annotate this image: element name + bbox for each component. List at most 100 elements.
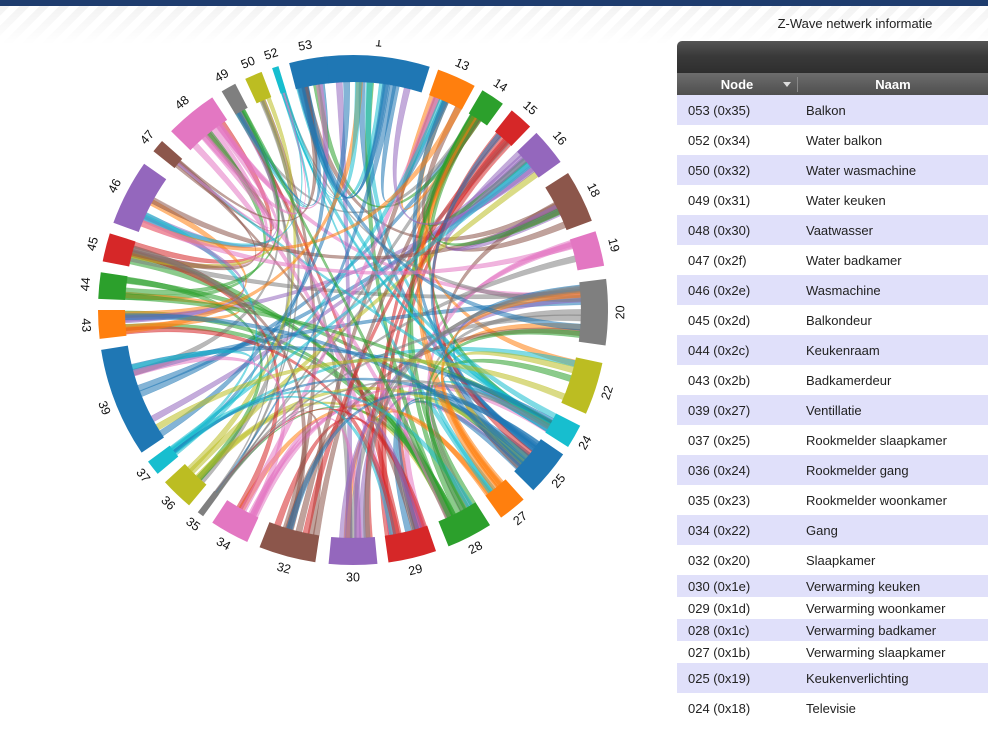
node-id-cell: 049 (0x31)	[688, 192, 751, 208]
node-arc-16[interactable]	[517, 132, 561, 178]
node-arc-52[interactable]	[272, 66, 287, 94]
node-arc-label: 25	[549, 471, 569, 491]
node-arc-label: 47	[137, 127, 157, 147]
node-arc-24[interactable]	[545, 413, 581, 448]
node-arc-14[interactable]	[468, 90, 503, 126]
node-id-cell: 039 (0x27)	[688, 402, 751, 418]
node-arc-label: 20	[613, 305, 627, 319]
node-id-cell: 043 (0x2b)	[688, 372, 751, 388]
table-row[interactable]: 048 (0x30) Vaatwasser	[677, 215, 988, 245]
table-row[interactable]: 030 (0x1e) Verwarming keuken	[677, 575, 988, 597]
node-name-cell: Televisie	[806, 700, 856, 716]
node-arc-15[interactable]	[494, 110, 531, 146]
node-arc-18[interactable]	[545, 172, 592, 231]
table-row[interactable]: 034 (0x22) Gang	[677, 515, 988, 545]
node-arc-28[interactable]	[438, 502, 491, 547]
table-row[interactable]: 052 (0x34) Water balkon	[677, 125, 988, 155]
node-arc-25[interactable]	[514, 439, 564, 491]
node-id-cell: 037 (0x25)	[688, 432, 751, 448]
node-name-cell: Keukenraam	[806, 342, 880, 358]
table-row[interactable]: 037 (0x25) Rookmelder slaapkamer	[677, 425, 988, 455]
node-arc-46[interactable]	[113, 163, 167, 233]
header-stripes	[0, 6, 988, 44]
node-arc-34[interactable]	[212, 500, 259, 543]
table-row[interactable]: 049 (0x31) Water keuken	[677, 185, 988, 215]
table-row[interactable]: 032 (0x20) Slaapkamer	[677, 545, 988, 575]
node-arc-label: 1	[375, 40, 383, 50]
node-name-cell: Water keuken	[806, 192, 886, 208]
column-header-node[interactable]: Node	[677, 77, 797, 92]
node-arc-label: 53	[297, 40, 313, 54]
node-arc-label: 50	[239, 53, 257, 71]
node-name-cell: Verwarming slaapkamer	[806, 644, 946, 660]
node-arc-45[interactable]	[102, 233, 136, 267]
table-row[interactable]: 025 (0x19) Keukenverlichting	[677, 663, 988, 693]
node-id-cell: 053 (0x35)	[688, 102, 751, 118]
node-arc-47[interactable]	[153, 141, 183, 169]
node-name-cell: Badkamerdeur	[806, 372, 892, 388]
node-arc-label: 48	[172, 93, 192, 113]
node-name-cell: Water balkon	[806, 132, 883, 148]
node-arc-label: 36	[158, 493, 178, 513]
table-row[interactable]: 043 (0x2b) Badkamerdeur	[677, 365, 988, 395]
node-arc-44[interactable]	[98, 272, 128, 301]
node-arc-22[interactable]	[561, 357, 603, 414]
node-arc-27[interactable]	[485, 479, 524, 518]
node-arc-1[interactable]	[324, 54, 430, 93]
table-row[interactable]: 053 (0x35) Balkon	[677, 95, 988, 125]
table-row[interactable]: 028 (0x1c) Verwarming badkamer	[677, 619, 988, 641]
table-row[interactable]: 036 (0x24) Rookmelder gang	[677, 455, 988, 485]
table-row[interactable]: 029 (0x1d) Verwarming woonkamer	[677, 597, 988, 619]
node-id-cell: 044 (0x2c)	[688, 342, 750, 358]
node-arc-53[interactable]	[289, 56, 330, 90]
node-name-cell: Ventillatie	[806, 402, 862, 418]
chord-ribbon	[354, 421, 423, 539]
node-arc-19[interactable]	[569, 231, 605, 271]
node-name-cell: Balkon	[806, 102, 846, 118]
node-name-cell: Water badkamer	[806, 252, 902, 268]
node-arc-label: 18	[584, 181, 603, 200]
node-id-cell: 029 (0x1d)	[688, 600, 751, 616]
node-arc-label: 46	[105, 176, 124, 195]
table-row[interactable]: 024 (0x18) Televisie	[677, 693, 988, 723]
node-name-cell: Balkondeur	[806, 312, 872, 328]
node-arc-label: 27	[511, 509, 531, 529]
node-arc-36[interactable]	[164, 464, 207, 506]
node-arc-43[interactable]	[98, 310, 127, 339]
node-arc-48[interactable]	[171, 97, 228, 151]
node-arc-20[interactable]	[578, 278, 608, 346]
node-arc-label: 34	[214, 534, 233, 553]
table-row[interactable]: 035 (0x23) Rookmelder woonkamer	[677, 485, 988, 515]
node-arc-13[interactable]	[429, 69, 475, 110]
node-arc-49[interactable]	[221, 83, 248, 115]
node-arc-29[interactable]	[384, 525, 437, 563]
node-arc-label: 43	[79, 318, 94, 333]
node-arc-39[interactable]	[101, 345, 164, 453]
column-header-name[interactable]: Naam	[797, 76, 988, 92]
column-header-name-label: Naam	[875, 76, 911, 92]
table-row[interactable]: 050 (0x32) Water wasmachine	[677, 155, 988, 185]
node-arc-35[interactable]	[197, 490, 219, 517]
node-arc-30[interactable]	[328, 536, 378, 565]
table-row[interactable]: 046 (0x2e) Wasmachine	[677, 275, 988, 305]
node-name-cell: Rookmelder gang	[806, 462, 909, 478]
node-id-cell: 025 (0x19)	[688, 670, 751, 686]
table-row[interactable]: 027 (0x1b) Verwarming slaapkamer	[677, 641, 988, 663]
chord-ribbons	[124, 81, 582, 539]
node-arc-50[interactable]	[245, 71, 272, 104]
table-row[interactable]: 045 (0x2d) Balkondeur	[677, 305, 988, 335]
table-row[interactable]: 044 (0x2c) Keukenraam	[677, 335, 988, 365]
sort-desc-icon[interactable]	[783, 81, 791, 87]
node-arc-label: 16	[550, 128, 570, 148]
node-arc-37[interactable]	[148, 445, 179, 474]
node-arc-32[interactable]	[259, 522, 320, 563]
node-arc-label: 44	[78, 277, 93, 292]
node-arc-label: 49	[212, 66, 231, 85]
table-row[interactable]: 047 (0x2f) Water badkamer	[677, 245, 988, 275]
node-name-cell: Rookmelder slaapkamer	[806, 432, 947, 448]
node-id-cell: 034 (0x22)	[688, 522, 751, 538]
node-id-cell: 036 (0x24)	[688, 462, 751, 478]
node-arc-label: 45	[84, 235, 101, 252]
table-row[interactable]: 039 (0x27) Ventillatie	[677, 395, 988, 425]
node-arc-label: 22	[598, 384, 616, 402]
